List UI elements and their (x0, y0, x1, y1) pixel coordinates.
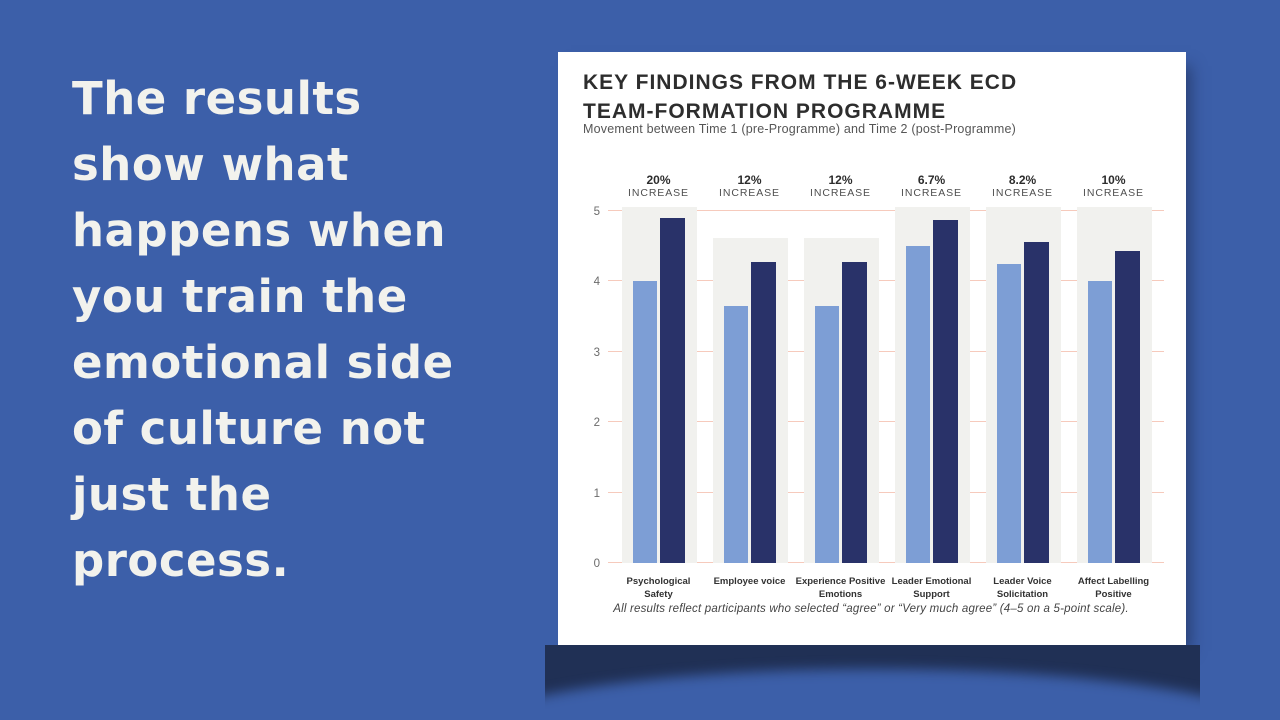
category-label: Employee voice (713, 576, 786, 587)
increase-label: 8.2% INCREASE (973, 174, 1073, 200)
headline-line: just the (72, 468, 272, 521)
gridline (608, 280, 1164, 282)
bar-time2 (750, 262, 776, 563)
increase-word: INCREASE (628, 187, 689, 199)
chart-title: KEY FINDINGS FROM THE 6-WEEK ECD TEAM-FO… (583, 71, 1018, 123)
increase-label: 6.7% INCREASE (882, 174, 982, 200)
increase-label: 12% INCREASE (791, 174, 891, 200)
bar-time1 (905, 246, 930, 563)
category-label: Affect Labelling Positive (1077, 576, 1150, 600)
chart-group: 20% INCREASE Psychological Safety (621, 174, 697, 600)
increase-percent: 20% (646, 173, 671, 187)
gridline (608, 210, 1164, 211)
bar-time2 (841, 262, 867, 563)
bar-time2 (1114, 251, 1140, 563)
increase-label: 10% INCREASE (1064, 174, 1164, 200)
headline-text: The results show what happens when you trai… (72, 66, 542, 594)
increase-percent: 12% (828, 173, 853, 187)
increase-word: INCREASE (901, 187, 962, 199)
y-axis-label: 3 (593, 346, 600, 359)
y-axis-label: 5 (593, 206, 600, 218)
chart-group: 6.7% INCREASE Leader Emotional Support (892, 174, 972, 601)
headline-line: happens when (72, 204, 446, 257)
headline-line: process. (72, 534, 290, 587)
increase-percent: 10% (1101, 173, 1126, 187)
bar-chart: 5 4 3 2 1 0 20% INCREASE Psychological Safety 12%… (594, 174, 1164, 601)
y-axis-label: 4 (593, 276, 600, 289)
card-shadow (545, 645, 1200, 709)
chart-group: 12% INCREASE Employee voice (712, 174, 788, 587)
category-label: Experience Positive Emotions (795, 576, 886, 600)
gridline (608, 491, 1164, 493)
headline-line: The results (72, 72, 362, 125)
increase-word: INCREASE (810, 187, 871, 199)
findings-card: KEY FINDINGS FROM THE 6-WEEK ECD TEAM-FO… (558, 52, 1186, 645)
headline-line: you train the (72, 270, 408, 323)
increase-word: INCREASE (992, 187, 1053, 199)
bar-time1 (723, 306, 748, 563)
headline-line: emotional side (72, 336, 454, 389)
gridline (608, 350, 1164, 352)
category-label: Psychological Safety (626, 576, 691, 600)
bar-time2 (659, 218, 685, 563)
y-axis-label: 1 (593, 487, 600, 500)
bar-time1 (814, 306, 839, 563)
category-label: Leader Emotional Support (891, 576, 972, 600)
bar-time2 (932, 220, 958, 563)
increase-percent: 12% (737, 173, 762, 187)
bar-time1 (996, 263, 1021, 563)
category-label: Leader Voice Solicitation (993, 576, 1052, 600)
y-axis-label: 0 (593, 558, 600, 570)
chart-group: 8.2% INCREASE Leader Voice Solicitation (985, 174, 1061, 600)
headline-line: of culture not (72, 402, 426, 455)
bar-time2 (1023, 241, 1049, 563)
chart-group: 12% INCREASE Experience Positive Emotions (796, 174, 886, 601)
increase-word: INCREASE (719, 187, 780, 199)
increase-percent: 8.2% (1008, 173, 1037, 187)
chart-footnote: All results reflect participants who sel… (613, 603, 1129, 615)
chart-group: 10% INCREASE Affect Labelling Positive (1076, 174, 1152, 600)
chart-subtitle: Movement between Time 1 (pre-Programme) … (583, 122, 1016, 136)
increase-percent: 6.7% (917, 173, 946, 187)
increase-label: 12% INCREASE (700, 174, 800, 200)
increase-word: INCREASE (1083, 187, 1144, 199)
bar-time1 (1087, 281, 1112, 563)
headline-line: show what (72, 138, 349, 191)
increase-label: 20% INCREASE (609, 174, 709, 200)
bar-time1 (632, 281, 657, 563)
y-axis-label: 2 (593, 417, 600, 430)
gridline (608, 562, 1164, 563)
gridline (608, 421, 1164, 423)
